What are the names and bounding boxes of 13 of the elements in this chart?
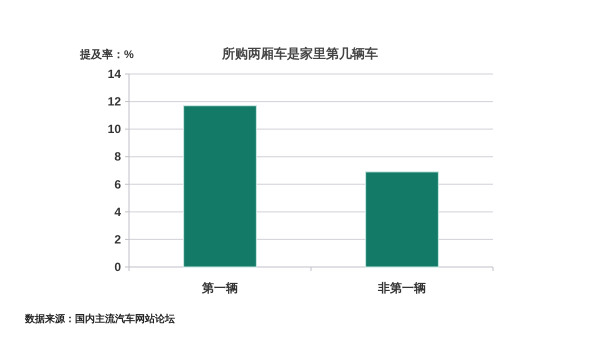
y-tick-label: 4: [114, 204, 122, 219]
y-tick-label: 12: [108, 94, 122, 109]
y-tick-label: 2: [114, 232, 122, 246]
x-tick-label: 第一辆: [201, 281, 238, 295]
x-tick-label: 非第一辆: [377, 281, 426, 295]
chart-title: 所购两厢车是家里第几辆车: [221, 46, 378, 61]
y-tick-label: 14: [108, 67, 122, 81]
y-axis-title: 提及率：%: [79, 48, 134, 61]
y-tick-label: 6: [114, 177, 122, 192]
y-tick-label: 8: [114, 150, 122, 164]
source-note: 数据来源：国内主流汽车网站论坛: [24, 313, 175, 325]
y-tick-label: 10: [108, 122, 122, 136]
y-tick-label: 0: [114, 260, 122, 274]
